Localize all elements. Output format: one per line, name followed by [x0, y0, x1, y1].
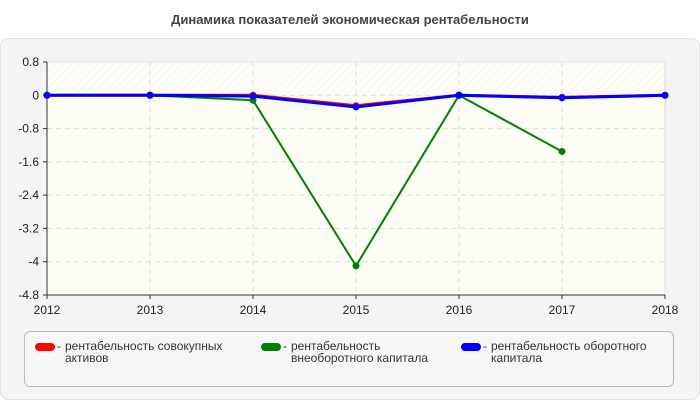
data-point [43, 91, 51, 99]
legend-dash: - [483, 339, 487, 353]
legend-label: рентабельность внеоборотного капитала [291, 339, 428, 365]
data-point [558, 147, 566, 155]
legend-dash: - [283, 339, 287, 353]
data-point [352, 262, 360, 270]
legend-label: рентабельность оборотного капитала [491, 339, 647, 365]
x-tick-label: 2018 [652, 303, 679, 317]
x-tick-label: 2016 [446, 303, 473, 317]
x-tick-label: 2014 [240, 303, 267, 317]
legend-swatch-green [261, 343, 281, 351]
data-point [661, 91, 669, 99]
y-tick-label: 0.8 [22, 55, 39, 69]
legend-dash: - [57, 339, 61, 353]
y-tick-label: -0.8 [18, 122, 39, 136]
legend-label: рентабельность совокупных активов [65, 339, 223, 365]
x-tick-label: 2015 [343, 303, 370, 317]
x-tick-label: 2012 [34, 303, 61, 317]
y-tick-label: -2.4 [18, 188, 39, 202]
data-point [455, 91, 463, 99]
legend: - рентабельность совокупных активов - ре… [24, 331, 674, 387]
x-tick-label: 2013 [137, 303, 164, 317]
data-point [146, 91, 154, 99]
y-tick-label: -3.2 [18, 221, 39, 235]
x-tick-label: 2017 [549, 303, 576, 317]
y-tick-label: -1.6 [18, 155, 39, 169]
chart-title: Динамика показателей экономическая рента… [171, 12, 529, 27]
legend-swatch-red [35, 343, 55, 351]
y-tick-label: -4 [28, 255, 39, 269]
y-tick-label: 0 [32, 88, 39, 102]
y-tick-label: -4.8 [18, 288, 39, 302]
legend-swatch-blue [461, 343, 481, 351]
data-point [352, 103, 360, 111]
data-point [558, 94, 566, 102]
data-point [249, 92, 257, 100]
